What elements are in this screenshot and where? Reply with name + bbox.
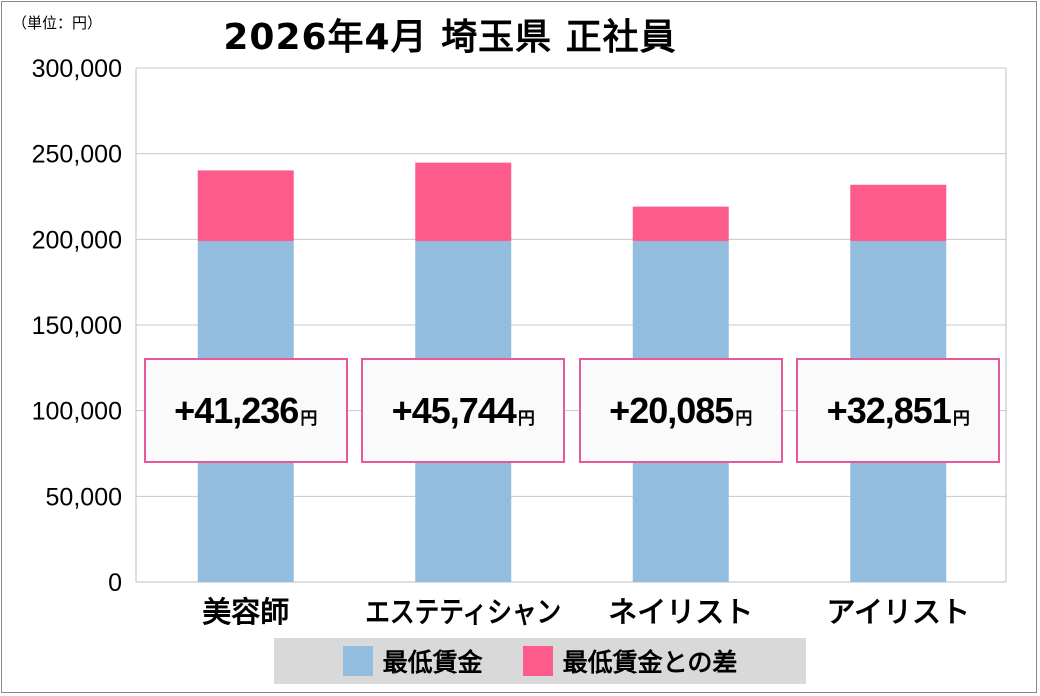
chart-title: 2026年4月 埼玉県 正社員 — [223, 17, 677, 58]
diff-unit: 円 — [735, 409, 753, 428]
legend-label-diff: 最低賃金との差 — [562, 648, 738, 677]
bar-diff — [415, 162, 512, 242]
x-category-label: アイリスト — [826, 595, 970, 629]
diff-unit: 円 — [952, 409, 970, 428]
y-tick-label: 0 — [108, 569, 122, 597]
y-tick-label: 100,000 — [32, 398, 122, 426]
diff-label-box: +20,085 円 — [578, 358, 783, 463]
diff-label-box: +45,744 円 — [361, 358, 566, 463]
y-tick-label: 300,000 — [32, 55, 122, 83]
diff-value: +45,744 — [391, 389, 517, 431]
y-tick-label: 150,000 — [32, 312, 122, 340]
diff-value: +41,236 — [174, 389, 299, 431]
diff-value: +20,085 — [609, 389, 734, 431]
legend-item-base: 最低賃金 — [342, 643, 483, 679]
unit-label: （単位：円） — [12, 14, 103, 32]
bar-diff — [197, 170, 294, 242]
diff-label-box: +41,236 円 — [143, 358, 348, 463]
legend-label-base: 最低賃金 — [382, 648, 483, 677]
bar-diff — [632, 206, 729, 242]
legend-item-diff: 最低賃金との差 — [522, 643, 738, 679]
x-category-label: 美容師 — [202, 595, 289, 629]
y-tick-label: 250,000 — [32, 141, 122, 169]
y-tick-label: 200,000 — [32, 226, 122, 254]
x-category-label: ネイリスト — [608, 595, 753, 629]
diff-value: +32,851 — [826, 389, 952, 431]
diff-unit: 円 — [300, 409, 318, 428]
legend-swatch-base — [342, 646, 373, 676]
y-tick-label: 50,000 — [46, 483, 122, 511]
legend-swatch-diff — [522, 646, 553, 676]
legend: 最低賃金 最低賃金との差 — [274, 638, 806, 684]
diff-label-box: +32,851 円 — [796, 358, 1001, 463]
diff-unit: 円 — [517, 409, 535, 428]
x-category-label: エステティシャン — [365, 595, 561, 629]
bar-diff — [850, 184, 947, 242]
